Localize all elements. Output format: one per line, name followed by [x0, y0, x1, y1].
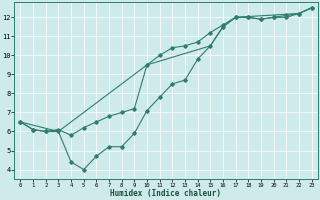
- X-axis label: Humidex (Indice chaleur): Humidex (Indice chaleur): [110, 189, 221, 198]
